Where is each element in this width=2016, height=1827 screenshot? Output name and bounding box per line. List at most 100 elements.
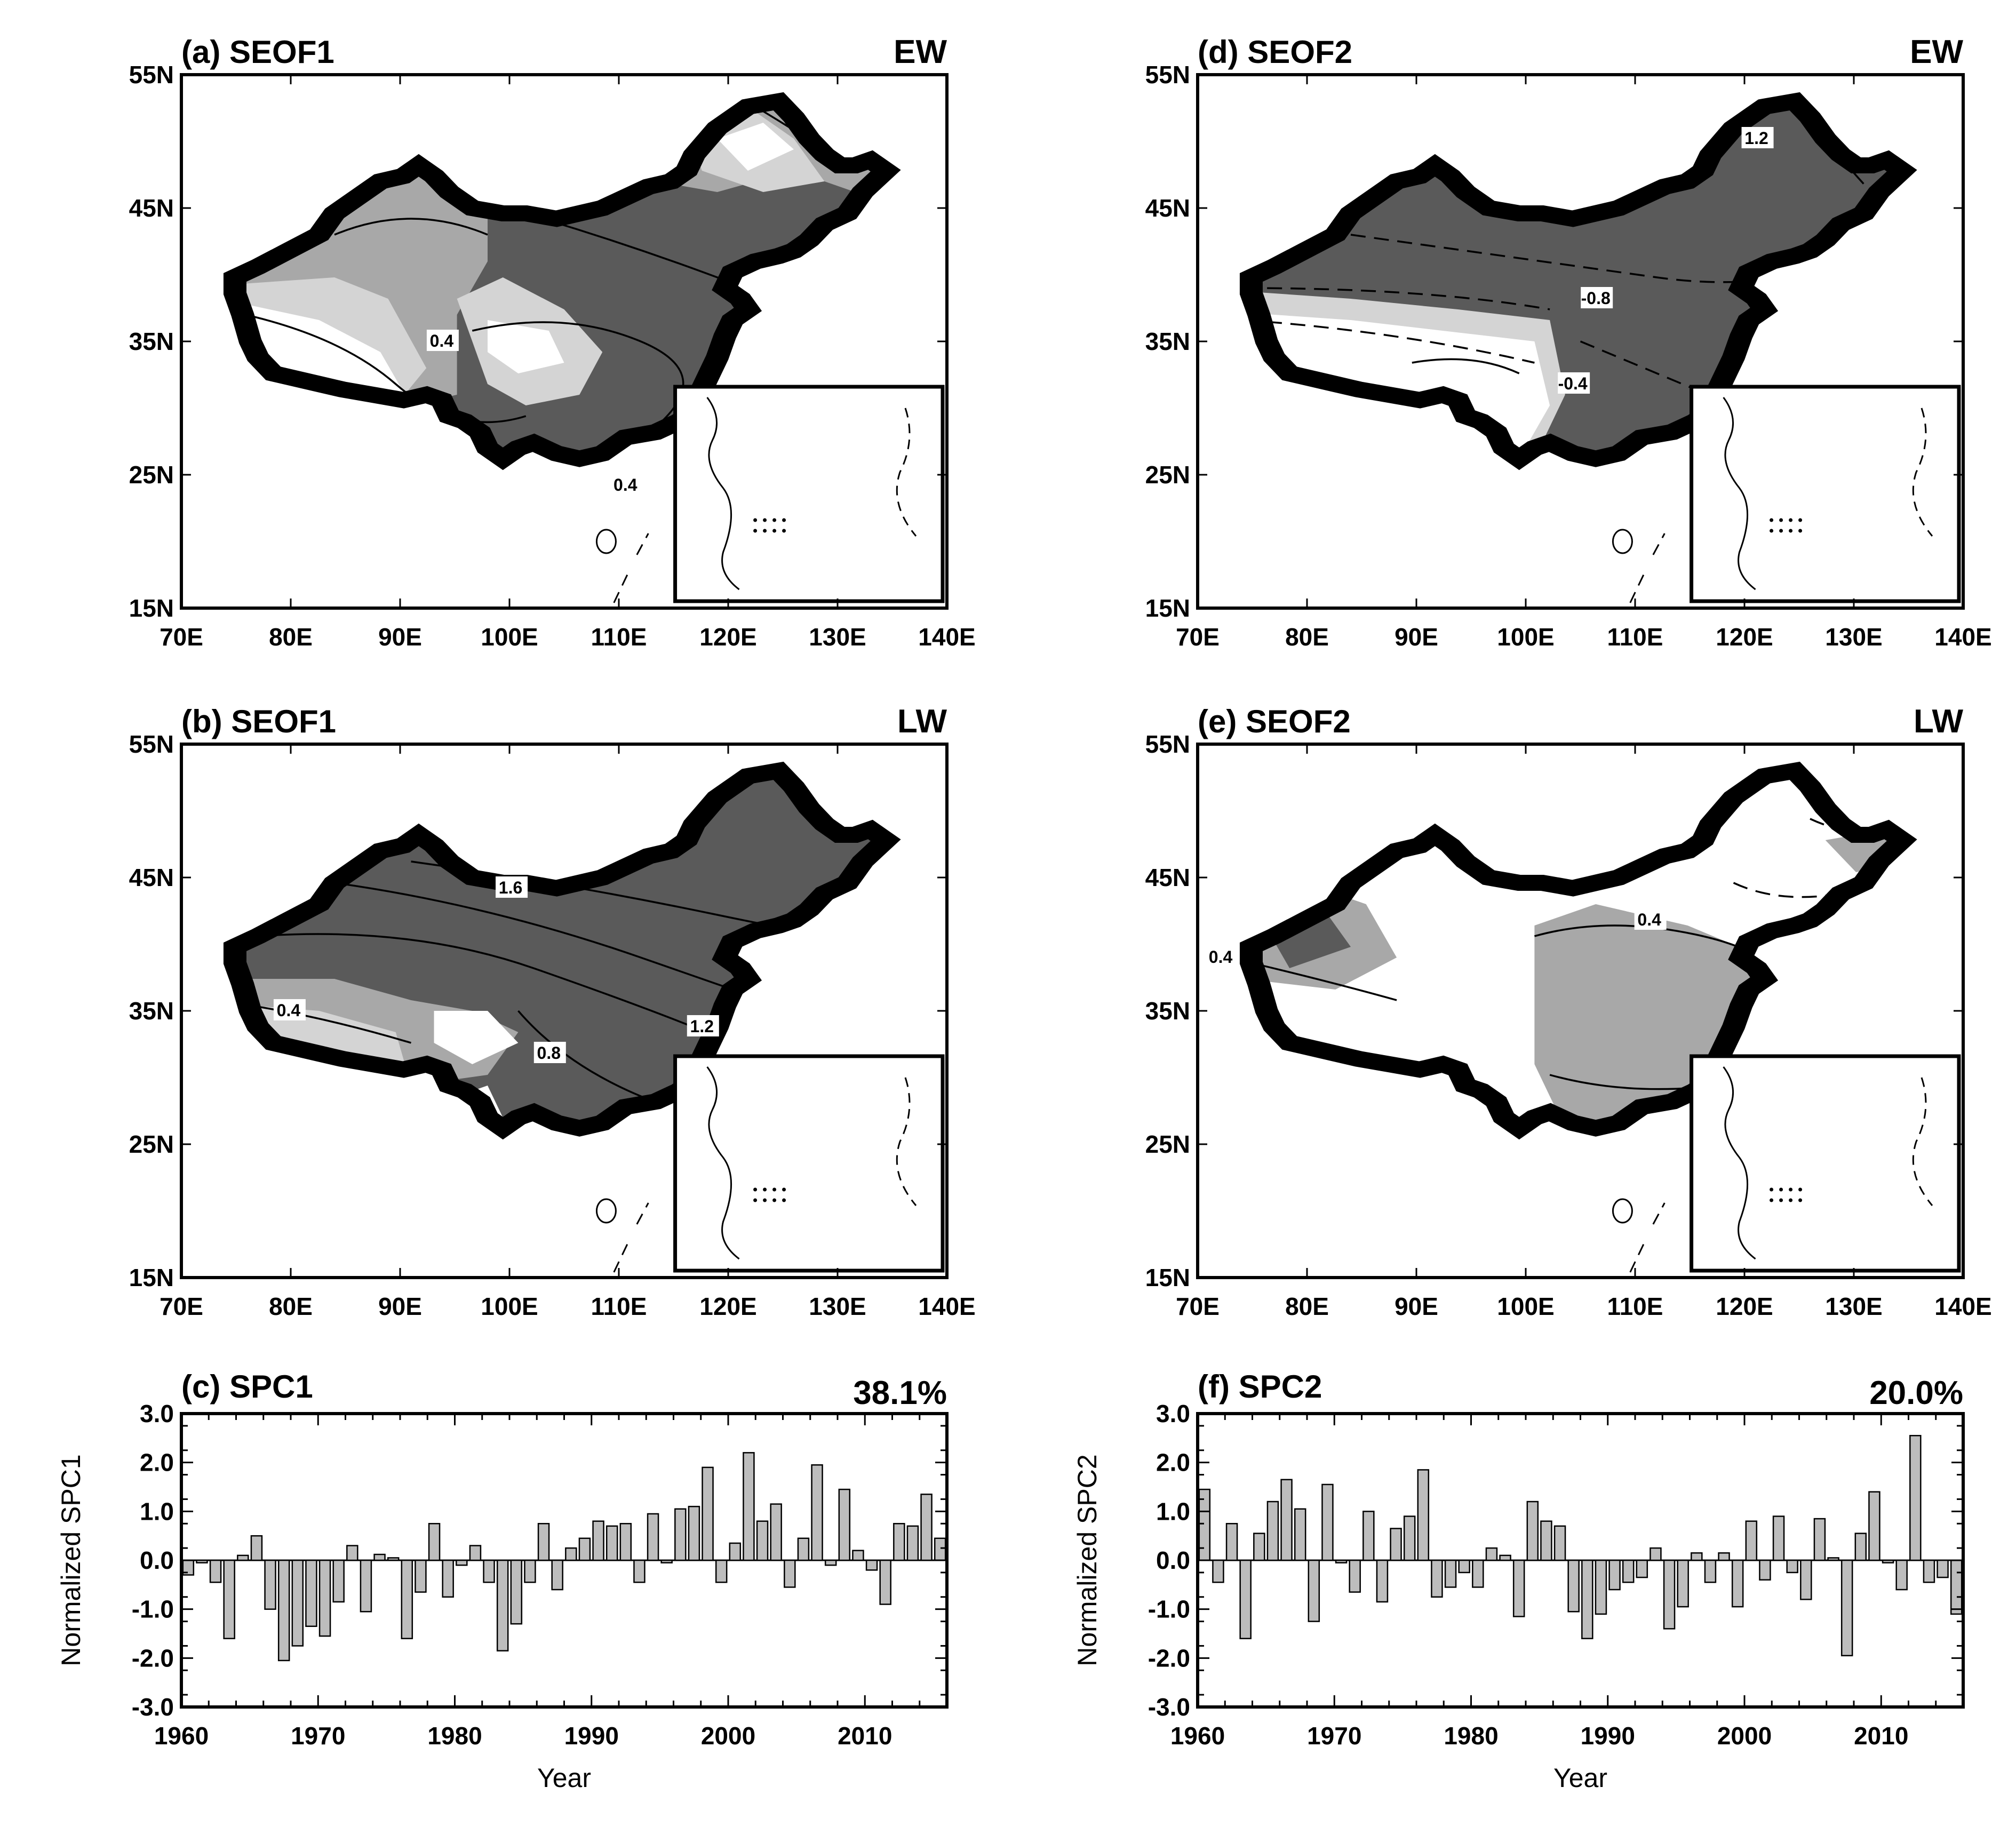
contour-negative [1351, 224, 1902, 282]
y-tick-label: -2.0 [132, 1644, 174, 1672]
lon-tick-label: 80E [1285, 1293, 1329, 1320]
y-tick-label: -3.0 [1148, 1693, 1190, 1721]
inset-island-dot [772, 529, 777, 533]
bar [1800, 1559, 1812, 1600]
panel-season-label: LW [897, 703, 947, 740]
inset-border [896, 1077, 917, 1206]
inset-island-dot [1779, 529, 1783, 533]
y-tick-label: 0.0 [140, 1546, 174, 1574]
bar [1280, 1479, 1293, 1561]
lon-tick-label: 110E [1607, 1293, 1663, 1320]
bar [1266, 1501, 1279, 1561]
bar [1431, 1559, 1443, 1598]
bar [1718, 1552, 1730, 1561]
bar [1403, 1515, 1416, 1561]
bar [1567, 1559, 1580, 1613]
contour-label-bg [1206, 946, 1238, 967]
contour-label-bg [273, 999, 306, 1020]
inset-island-dot [772, 1198, 777, 1202]
contour-label: 1.2 [1744, 129, 1768, 148]
contour-negative [1244, 288, 1550, 309]
lat-tick-label: 15N [1145, 594, 1190, 622]
bar [1581, 1559, 1593, 1639]
bar [1308, 1559, 1320, 1622]
bar [1362, 1511, 1375, 1561]
inset-island-dot [782, 1198, 786, 1202]
bar [1827, 1557, 1839, 1561]
shade-region [488, 320, 564, 373]
lat-tick-label: 25N [1145, 461, 1190, 489]
bar [852, 1550, 864, 1561]
bar [305, 1559, 317, 1627]
bar [797, 1537, 810, 1561]
contour-label-bg [1634, 908, 1667, 930]
lon-tick-label: 140E [1934, 623, 1991, 651]
bar [784, 1559, 796, 1588]
inset-island-dot [763, 1198, 767, 1202]
x-tick-label: 1970 [291, 1722, 345, 1750]
inset-border [896, 408, 917, 537]
bar [1854, 1533, 1867, 1561]
bar [551, 1559, 563, 1591]
chart-title: (c) SPC1 [181, 1369, 313, 1405]
bar [1349, 1559, 1361, 1593]
bar [1704, 1559, 1717, 1583]
bar [510, 1559, 523, 1625]
bar [1745, 1520, 1758, 1561]
lat-tick-label: 55N [1145, 730, 1190, 758]
inset-coast [1723, 397, 1756, 591]
panel-title: (d) SEOF2 [1198, 34, 1352, 70]
bar [879, 1559, 891, 1605]
x-tick-label: 2010 [838, 1722, 892, 1750]
x-axis-label: Year [537, 1763, 591, 1793]
inset-island-dot [1789, 529, 1793, 533]
south-china-sea-inset [1690, 385, 1961, 603]
bar [1595, 1559, 1607, 1615]
lon-tick-label: 120E [699, 623, 756, 651]
lat-tick-label: 25N [129, 1130, 174, 1158]
inset-island-dot [1798, 529, 1803, 533]
bar [838, 1488, 851, 1561]
bar [619, 1523, 632, 1561]
bar [811, 1464, 823, 1561]
lat-tick-label: 25N [129, 461, 174, 489]
lon-tick-label: 80E [269, 1293, 313, 1320]
y-tick-label: -1.0 [132, 1595, 174, 1623]
contour-label: 0.4 [613, 475, 638, 494]
shade-region [235, 771, 886, 1128]
bar [537, 1523, 550, 1561]
bar [1663, 1559, 1676, 1630]
x-tick-label: 2000 [701, 1722, 755, 1750]
lon-tick-label: 100E [1497, 1293, 1554, 1320]
lon-tick-label: 100E [481, 623, 538, 651]
hainan-island [595, 1198, 617, 1224]
bar [605, 1525, 618, 1561]
bar [756, 1520, 769, 1561]
contour-label-bg [496, 876, 528, 898]
map-panel-b: 1.6 0.4 0.8 1.2 70E 80E 90E 100E 110E 120E 130E 140… [129, 703, 976, 1320]
bar [332, 1559, 345, 1603]
contour-label: 1.2 [690, 1017, 714, 1036]
bar [1882, 1559, 1894, 1563]
bar [387, 1557, 400, 1561]
bar [442, 1559, 454, 1598]
bar [1868, 1491, 1880, 1561]
bar [1485, 1547, 1498, 1561]
contour-positive [1412, 359, 1519, 373]
lon-tick-label: 130E [1825, 623, 1882, 651]
inset-island-dot [1770, 1187, 1774, 1192]
y-tick-label: -3.0 [132, 1693, 174, 1721]
inset-island-dot [1779, 518, 1783, 522]
bar [1840, 1559, 1853, 1656]
bar [415, 1559, 427, 1593]
bar [209, 1559, 222, 1583]
bar [318, 1559, 331, 1637]
lon-tick-label: 120E [1716, 623, 1773, 651]
bar [1198, 1488, 1211, 1561]
x-tick-label: 1960 [1170, 1722, 1225, 1750]
bar [592, 1520, 604, 1561]
contour-label-bg [426, 330, 459, 351]
bar [1553, 1525, 1566, 1561]
bar [264, 1559, 276, 1610]
bar [250, 1535, 263, 1561]
